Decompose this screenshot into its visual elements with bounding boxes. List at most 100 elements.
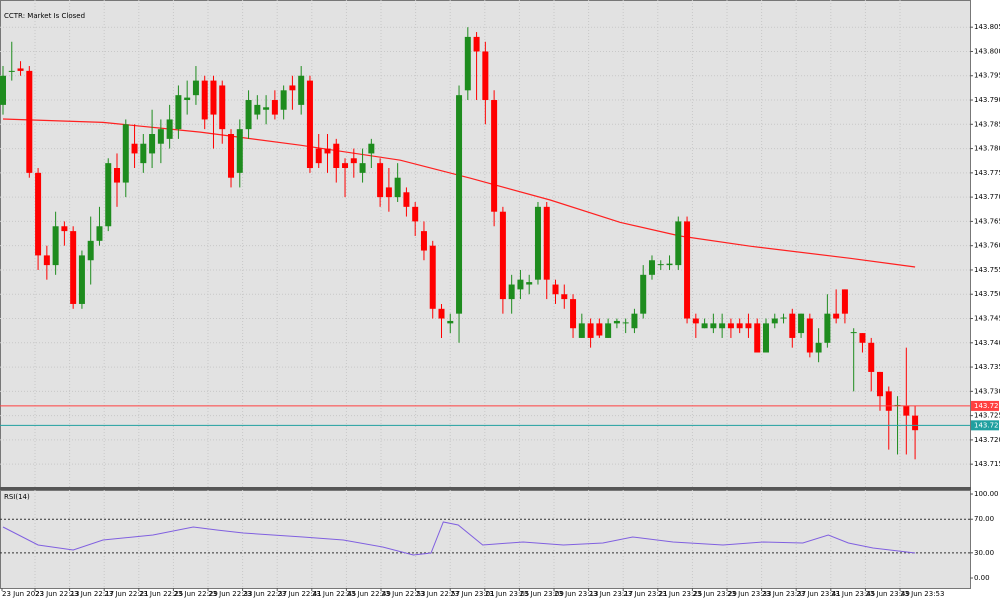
candle-body xyxy=(762,323,769,353)
rsi-line xyxy=(2,521,916,556)
x-tick-label: 23 Jun 22:21 xyxy=(104,590,148,598)
candle-body xyxy=(271,100,278,115)
candle-body xyxy=(201,80,208,120)
candle-body xyxy=(859,333,866,343)
x-tick-label: 23 Jun 23:05 xyxy=(485,590,529,598)
candle-body xyxy=(903,405,910,416)
y-tick-label: 143.750 xyxy=(974,290,1000,298)
candle-body xyxy=(447,320,454,324)
candle-body xyxy=(631,313,638,329)
x-tick-label: 23 Jun 22:25 xyxy=(139,590,183,598)
candle-body xyxy=(420,231,427,251)
x-tick-label: 23 Jun 23:29 xyxy=(692,590,736,598)
candle-body xyxy=(263,107,270,110)
y-tick-label: 143.765 xyxy=(974,217,1000,225)
x-tick-label: 23 Jun 22:41 xyxy=(277,590,321,598)
candle-body xyxy=(482,51,489,101)
rsi-tick-label: 0.00 xyxy=(974,574,990,582)
candle-body xyxy=(517,279,524,290)
candle-body xyxy=(175,95,182,130)
rsi-title: RSI(14) xyxy=(4,493,30,501)
candle-body xyxy=(394,177,401,198)
candle-body xyxy=(824,313,831,343)
candle-body xyxy=(0,75,6,105)
candle-body xyxy=(885,391,892,411)
candle-body xyxy=(833,313,840,319)
candle-body xyxy=(184,97,191,101)
x-tick-label: 23 Jun 23:09 xyxy=(519,590,563,598)
candle-body xyxy=(429,245,436,309)
chart-title: CCTR: Market Is Closed xyxy=(4,12,85,20)
y-tick-label: 143.715 xyxy=(974,460,1000,468)
x-tick-label: 23 Jun 23:01 xyxy=(450,590,494,598)
candle-body xyxy=(385,187,392,198)
x-tick-label: 23 Jun 22:17 xyxy=(70,590,114,598)
x-tick-label: 23 Jun 22:29 xyxy=(173,590,217,598)
candle-body xyxy=(534,206,541,280)
candle-body xyxy=(841,289,848,314)
candle-body xyxy=(377,163,384,198)
x-tick-label: 23 Jun 22:53 xyxy=(381,590,425,598)
candle-body xyxy=(578,323,585,338)
x-tick-label: 23 Jun 23:25 xyxy=(658,590,702,598)
rsi-panel xyxy=(0,490,971,589)
candle-body xyxy=(464,36,471,91)
candle-body xyxy=(26,70,33,173)
candle-body xyxy=(87,240,94,261)
candle-body xyxy=(236,129,243,173)
candle-body xyxy=(157,129,164,144)
candle-body xyxy=(473,36,480,52)
x-tick-label: 23 Jun 23:33 xyxy=(727,590,771,598)
rsi-tick-label: 30.00 xyxy=(974,549,994,557)
candle-body xyxy=(315,148,322,164)
y-tick-label: 143.805 xyxy=(974,23,1000,31)
candle-body xyxy=(149,134,156,154)
candle-body xyxy=(70,231,77,304)
candle-body xyxy=(368,143,375,154)
y-tick-label: 143.745 xyxy=(974,315,1000,323)
candle-body xyxy=(210,80,217,115)
x-tick-label: 23 Jun 22:57 xyxy=(416,590,460,598)
candle-body xyxy=(561,294,568,300)
candle-body xyxy=(8,70,15,72)
x-tick-label: 23 Jun 22:13 xyxy=(35,590,79,598)
candle-body xyxy=(613,320,620,324)
candle-body xyxy=(17,68,24,71)
y-tick-label: 143.775 xyxy=(974,169,1000,177)
candle-body xyxy=(52,226,59,266)
candle-body xyxy=(342,163,349,168)
candle-body xyxy=(780,317,787,319)
candle-body xyxy=(114,167,121,183)
candle-body xyxy=(657,264,664,266)
candle-body xyxy=(491,100,498,212)
x-tick-label: 23 Jun 23:45 xyxy=(831,590,875,598)
candle-body xyxy=(35,172,42,256)
y-tick-label: 143.785 xyxy=(974,120,1000,128)
candle-body xyxy=(43,255,50,266)
y-tick-label: 143.730 xyxy=(974,387,1000,395)
candle-body xyxy=(280,90,287,110)
y-tick-label: 143.740 xyxy=(974,339,1000,347)
x-tick-label: 23 Jun 23:37 xyxy=(762,590,806,598)
y-tick-label: 143.755 xyxy=(974,266,1000,274)
candle-body xyxy=(798,313,805,334)
candle-body xyxy=(140,143,147,164)
candle-body xyxy=(605,323,612,338)
candle-body xyxy=(570,299,577,329)
candle-body xyxy=(131,143,138,154)
candle-body xyxy=(324,148,331,154)
candle-body xyxy=(192,80,199,96)
candle-body xyxy=(96,226,103,241)
price-label: 143.727 xyxy=(974,402,1000,410)
candle-body xyxy=(675,221,682,266)
candle-body xyxy=(692,318,699,324)
candle-body xyxy=(736,323,743,329)
moving-average xyxy=(2,118,916,268)
candle-body xyxy=(912,415,919,431)
candle-body xyxy=(701,323,708,329)
x-tick-label: 23 Jun 2023 xyxy=(2,590,44,598)
candle-body xyxy=(596,323,603,336)
candle-body xyxy=(727,323,734,329)
candle-body xyxy=(219,85,226,130)
y-tick-label: 143.760 xyxy=(974,242,1000,250)
